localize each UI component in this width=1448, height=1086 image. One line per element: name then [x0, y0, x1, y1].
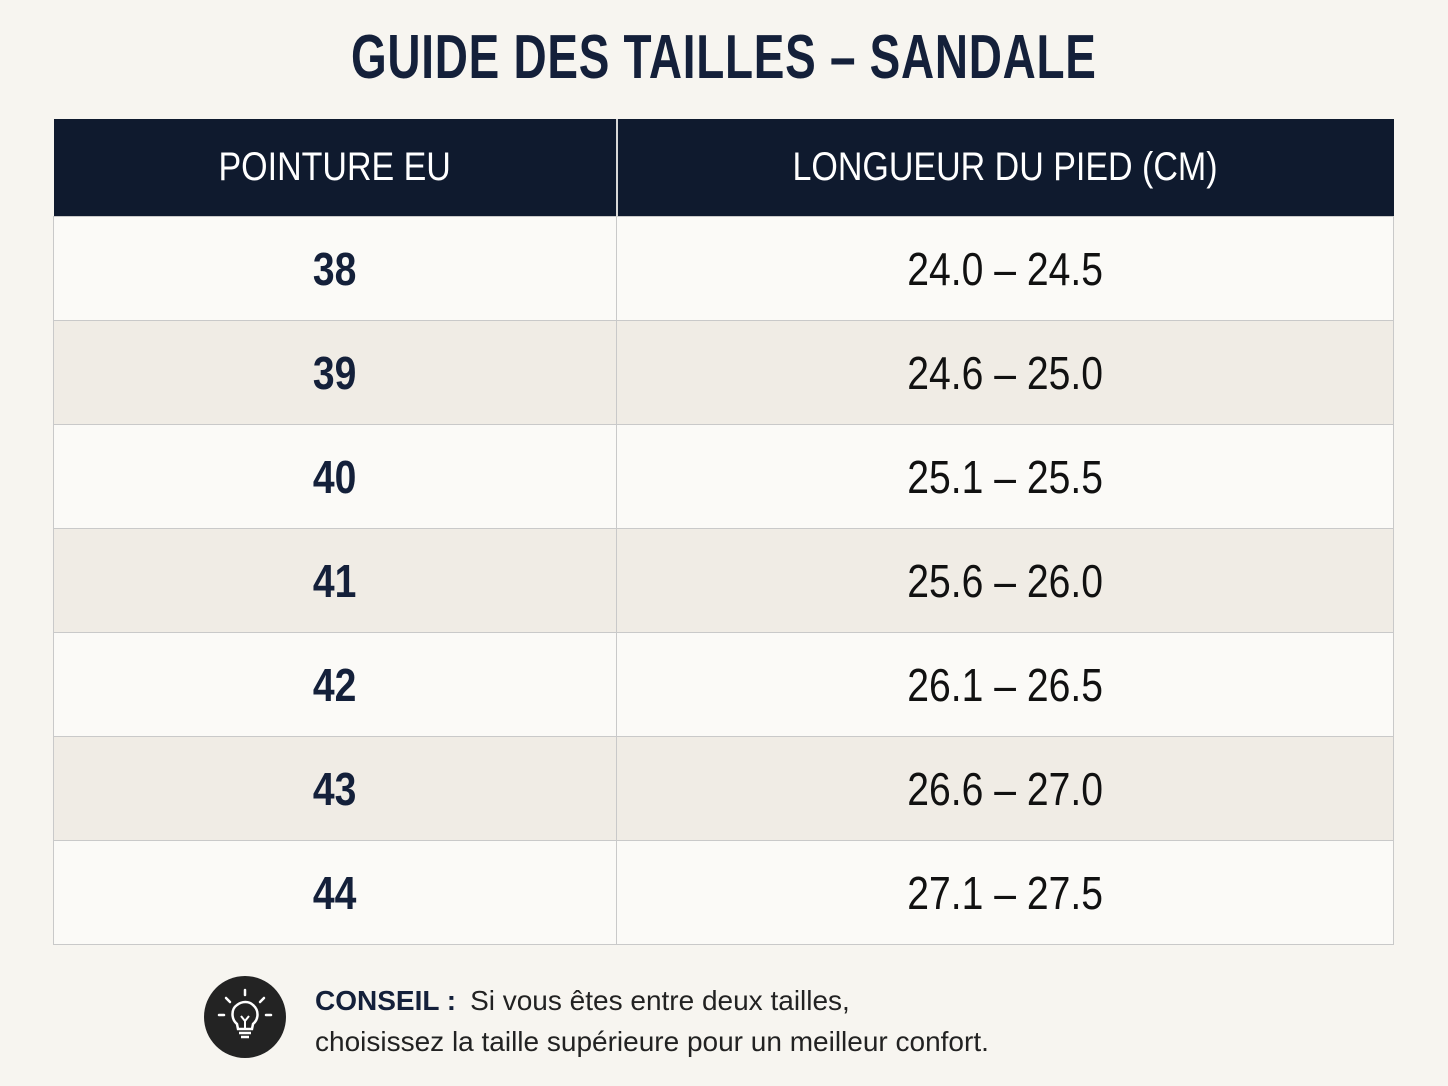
- size-text: 40: [313, 450, 357, 503]
- table-row: 43 26.6 – 27.0: [53, 736, 1394, 841]
- table-row: 42 26.1 – 26.5: [53, 632, 1394, 737]
- table-row: 39 24.6 – 25.0: [53, 320, 1394, 425]
- size-cell: 44: [53, 840, 617, 945]
- tip: CONSEIL : Si vous êtes entre deux tailles…: [315, 980, 989, 1062]
- size-cell: 41: [53, 528, 617, 633]
- length-text: 26.6 – 27.0: [907, 762, 1103, 815]
- length-cell: 25.6 – 26.0: [616, 528, 1394, 633]
- table-body: 38 24.0 – 24.5 39 24.6 – 25.0 40 25.1 – 25.5 4…: [53, 216, 1394, 945]
- size-text: 39: [313, 346, 357, 399]
- length-text: 27.1 – 27.5: [907, 866, 1103, 919]
- size-cell: 39: [53, 320, 617, 425]
- header-cell: LONGUEUR DU PIED (CM): [615, 119, 1394, 217]
- size-text: 41: [313, 554, 357, 607]
- size-cell: 40: [53, 424, 617, 529]
- length-text: 26.1 – 26.5: [907, 658, 1103, 711]
- table-row: 38 24.0 – 24.5: [53, 216, 1394, 321]
- tip-line: choisissez la taille supérieure pour un …: [315, 1026, 989, 1057]
- size-table: POINTURE EU LONGUEUR DU PIED (CM) 38 24.0…: [53, 119, 1394, 945]
- tip-line: CONSEIL : Si vous êtes entre deux tailles…: [315, 980, 989, 1021]
- size-text: 42: [313, 658, 357, 711]
- tip-label: CONSEIL :: [315, 985, 457, 1016]
- bulb-icon: [204, 976, 286, 1058]
- length-text: 25.6 – 26.0: [907, 554, 1103, 607]
- size-cell: 43: [53, 736, 617, 841]
- length-text: 24.0 – 24.5: [907, 242, 1103, 295]
- size-cell: 42: [53, 632, 617, 737]
- size-text: 43: [313, 762, 357, 815]
- length-cell: 27.1 – 27.5: [616, 840, 1394, 945]
- table-row: 41 25.6 – 26.0: [53, 528, 1394, 633]
- tip-text: Si vous êtes entre deux tailles,: [470, 985, 850, 1016]
- title-wrap: GUIDE DES TAILLES – SANDALE: [0, 22, 1448, 93]
- header-row: POINTURE EU LONGUEUR DU PIED (CM): [53, 119, 1394, 217]
- length-cell: 26.1 – 26.5: [616, 632, 1394, 737]
- header-text: LONGUEUR DU PIED (CM): [792, 145, 1219, 189]
- length-text: 24.6 – 25.0: [907, 346, 1103, 399]
- length-cell: 26.6 – 27.0: [616, 736, 1394, 841]
- length-cell: 25.1 – 25.5: [616, 424, 1394, 529]
- size-cell: 38: [53, 216, 617, 321]
- length-cell: 24.0 – 24.5: [616, 216, 1394, 321]
- length-cell: 24.6 – 25.0: [616, 320, 1394, 425]
- length-text: 25.1 – 25.5: [907, 450, 1103, 503]
- size-text: 44: [313, 866, 357, 919]
- header-text: POINTURE EU: [218, 145, 451, 189]
- title: GUIDE DES TAILLES – SANDALE: [351, 23, 1097, 92]
- table-row: 44 27.1 – 27.5: [53, 840, 1394, 945]
- header-cell: POINTURE EU: [53, 119, 617, 217]
- size-text: 38: [313, 242, 357, 295]
- table-row: 40 25.1 – 25.5: [53, 424, 1394, 529]
